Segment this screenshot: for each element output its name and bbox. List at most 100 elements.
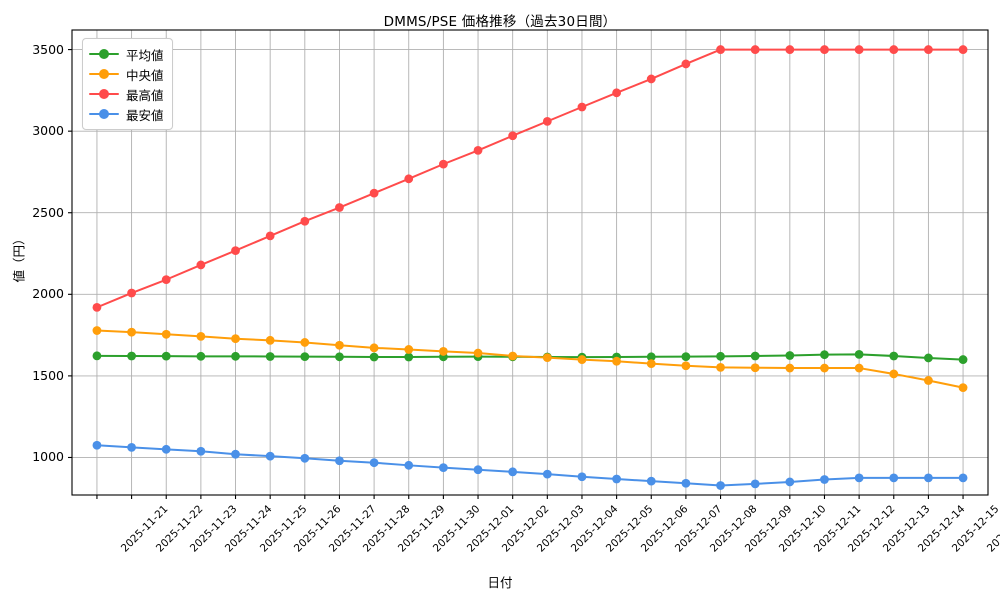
- data-point-marker: [854, 363, 864, 373]
- data-point-marker: [820, 45, 829, 54]
- data-point-marker: [820, 350, 829, 360]
- data-point-marker: [127, 351, 136, 361]
- x-axis-label: 日付: [487, 575, 513, 590]
- data-point-marker: [335, 456, 344, 466]
- data-point-marker: [265, 335, 275, 345]
- chart-title: DMMS/PSE 価格推移（過去30日間）: [383, 14, 617, 30]
- data-point-marker: [820, 363, 829, 373]
- data-point-marker: [542, 353, 552, 363]
- data-point-marker: [231, 334, 240, 344]
- y-tick-label: 1000: [32, 449, 64, 465]
- data-point-marker: [196, 446, 206, 456]
- data-point-marker: [681, 361, 691, 371]
- plot-frame: [71, 29, 989, 496]
- data-point-marker: [646, 476, 656, 486]
- data-point-marker: [231, 246, 240, 255]
- data-point-marker: [404, 345, 414, 354]
- data-point-marker: [300, 338, 310, 347]
- legend-swatch-icon: [89, 47, 119, 61]
- data-point-marker: [300, 352, 310, 362]
- legend-label: 中央値: [126, 67, 164, 83]
- data-point-marker: [889, 351, 899, 361]
- data-point-marker: [924, 353, 933, 363]
- data-point-marker: [681, 352, 691, 362]
- data-point-marker: [438, 347, 448, 356]
- data-point-marker: [854, 45, 864, 54]
- data-point-marker: [854, 349, 864, 359]
- y-tick-label: 3500: [32, 41, 64, 57]
- data-point-marker: [646, 74, 656, 84]
- data-point-marker: [92, 440, 102, 450]
- series-line-2: [95, 48, 965, 309]
- data-point-marker: [820, 475, 829, 484]
- data-point-marker: [924, 473, 933, 483]
- y-axis-label: 値（円）: [11, 232, 27, 283]
- data-point-marker: [577, 102, 587, 112]
- y-tick-label: 2000: [32, 286, 64, 302]
- data-point-marker: [92, 326, 102, 335]
- data-point-marker: [924, 45, 933, 54]
- data-point-marker: [161, 275, 171, 285]
- data-point-marker: [127, 288, 136, 298]
- data-point-marker: [646, 352, 656, 362]
- data-point-marker: [369, 352, 379, 362]
- data-point-marker: [335, 340, 344, 350]
- data-point-marker: [681, 59, 691, 69]
- data-point-marker: [716, 481, 725, 490]
- data-point-marker: [473, 146, 483, 155]
- data-point-marker: [889, 473, 899, 483]
- legend-item[interactable]: 最高値: [89, 84, 164, 104]
- legend-item[interactable]: 最安値: [89, 104, 164, 124]
- data-point-marker: [438, 463, 448, 472]
- data-point-marker: [265, 352, 275, 361]
- data-point-marker: [612, 356, 622, 366]
- data-point-marker: [750, 479, 760, 489]
- data-point-marker: [508, 131, 518, 141]
- data-point-marker: [300, 453, 310, 463]
- data-point-marker: [577, 355, 587, 364]
- data-point-marker: [92, 302, 102, 312]
- legend-swatch-icon: [89, 107, 119, 121]
- legend-label: 平均値: [126, 47, 164, 63]
- data-point-marker: [924, 376, 933, 385]
- data-point-marker: [958, 473, 968, 483]
- legend-item[interactable]: 中央値: [89, 64, 164, 84]
- chart-legend: 平均値中央値最高値最安値: [82, 38, 173, 130]
- data-point-marker: [265, 231, 275, 241]
- data-point-marker: [231, 449, 240, 459]
- data-point-marker: [508, 467, 518, 477]
- data-point-marker: [750, 363, 760, 373]
- y-tick-label: 3000: [32, 123, 64, 139]
- legend-swatch-icon: [89, 87, 119, 101]
- data-point-marker: [716, 351, 725, 361]
- data-point-marker: [542, 469, 552, 479]
- data-point-marker: [161, 351, 171, 361]
- data-point-marker: [577, 472, 587, 482]
- data-point-marker: [646, 359, 656, 369]
- data-point-marker: [612, 88, 622, 98]
- data-point-marker: [542, 116, 552, 126]
- data-point-marker: [750, 351, 760, 361]
- data-point-marker: [92, 351, 102, 361]
- data-point-marker: [231, 351, 240, 361]
- data-point-marker: [369, 343, 379, 353]
- data-point-marker: [958, 383, 968, 393]
- legend-label: 最安値: [126, 107, 164, 123]
- data-point-marker: [196, 351, 206, 361]
- data-point-marker: [473, 465, 483, 475]
- data-point-marker: [335, 203, 344, 212]
- data-point-marker: [958, 355, 968, 364]
- data-point-marker: [127, 327, 136, 337]
- legend-label: 最高値: [126, 87, 164, 103]
- data-point-marker: [127, 442, 136, 452]
- data-point-marker: [785, 351, 795, 360]
- series-line-3: [95, 444, 965, 487]
- data-point-marker: [508, 351, 518, 361]
- data-point-marker: [785, 477, 795, 487]
- data-point-marker: [161, 444, 171, 454]
- legend-item[interactable]: 平均値: [89, 44, 164, 64]
- data-point-marker: [404, 174, 414, 184]
- y-tick-label: 1500: [32, 367, 64, 383]
- data-point-marker: [438, 159, 448, 169]
- data-point-marker: [265, 451, 275, 461]
